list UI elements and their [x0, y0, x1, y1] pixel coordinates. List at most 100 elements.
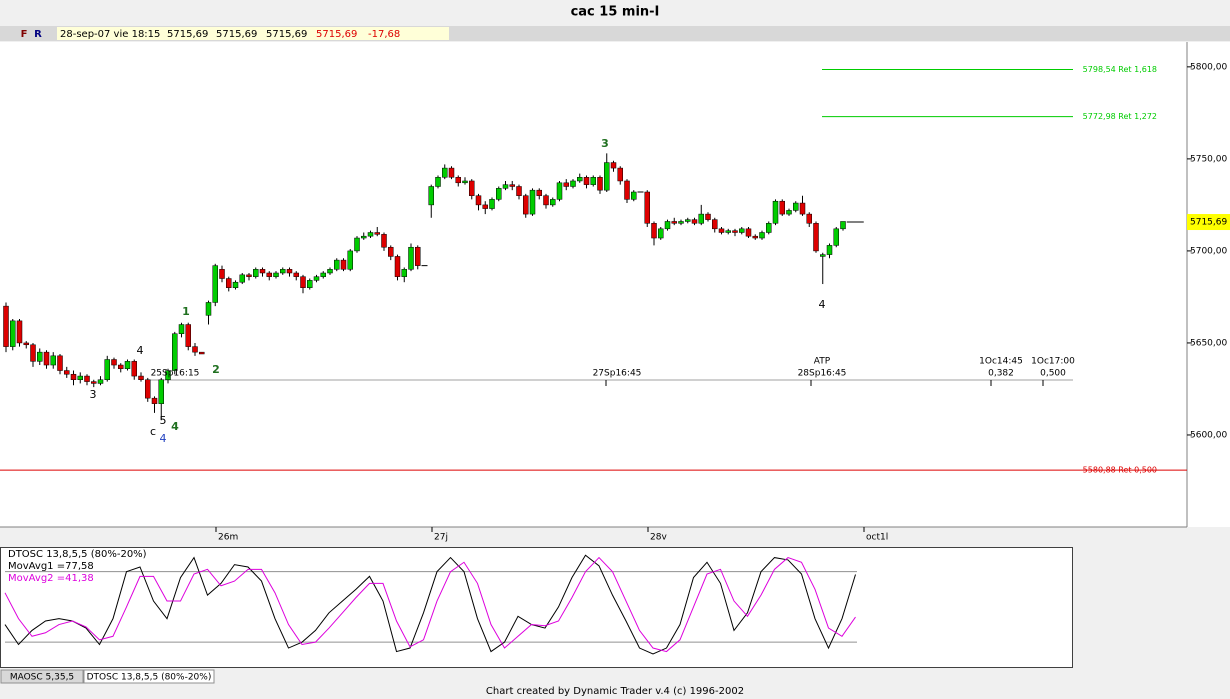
candle-body — [401, 269, 407, 277]
wave-label: c — [150, 425, 156, 438]
candle-body — [118, 364, 124, 369]
x-tick-label: oct1l — [866, 533, 888, 543]
candle-body — [698, 213, 704, 224]
info-date: 28-sep-07 vie 18:15 — [60, 29, 160, 40]
candle-body — [367, 232, 374, 237]
candle-body — [732, 230, 738, 233]
candle-body — [475, 195, 482, 206]
candle-body — [199, 351, 205, 355]
tab[interactable] — [0, 669, 84, 684]
candle-body — [604, 162, 610, 191]
candle-body — [691, 219, 698, 224]
candle-body — [759, 232, 765, 239]
time-marker-label: 27Sp16:45 — [593, 369, 642, 379]
candle-body — [354, 237, 360, 252]
candle-body — [246, 274, 252, 277]
candle-body — [597, 177, 603, 191]
candle-body — [293, 272, 299, 277]
candle-body — [84, 375, 90, 382]
r-button[interactable]: R — [34, 29, 42, 40]
candle-body — [259, 269, 266, 274]
candle-body — [347, 250, 353, 270]
candle-body — [462, 180, 468, 184]
candle-body — [766, 223, 772, 233]
candle-body — [752, 235, 758, 239]
time-marker-label: 25Sp16:15 — [151, 369, 200, 379]
candle-body — [50, 355, 56, 366]
candle-body — [37, 351, 43, 362]
candle-body — [205, 302, 212, 316]
candle-body — [340, 259, 347, 270]
candle-body — [455, 177, 461, 184]
wave-label: 4 — [160, 432, 167, 445]
candle-body — [300, 276, 306, 288]
candle-body — [394, 256, 401, 277]
info-high: 5715,69 — [216, 29, 257, 40]
candle-body — [327, 269, 333, 274]
candle-body — [712, 219, 718, 230]
candle-body — [806, 213, 812, 224]
candle-body — [685, 219, 691, 222]
wave-label: 1 — [182, 305, 190, 318]
candle-body — [529, 189, 536, 215]
window-title: cac 15 min-I — [571, 5, 660, 20]
footer: Chart created by Dynamic Trader v.4 (c) … — [486, 686, 744, 697]
info-low: 5715,69 — [266, 29, 307, 40]
candle-body — [43, 351, 50, 366]
candle-body — [772, 200, 779, 224]
info-open: 5715,69 — [167, 29, 208, 40]
candle-body — [489, 199, 495, 209]
y-tick-label: 5650,00 — [1190, 338, 1227, 348]
candle-body — [97, 379, 104, 384]
candle-body — [502, 184, 509, 189]
candle-body — [165, 370, 171, 381]
candle-body — [185, 324, 191, 347]
candle-body — [617, 167, 623, 182]
candle-body — [273, 272, 279, 277]
candle-body — [334, 259, 340, 270]
candle-body — [496, 188, 502, 200]
candle-body — [583, 177, 590, 185]
candle-body — [192, 346, 198, 353]
candle-body — [793, 202, 799, 211]
candle-body — [658, 228, 664, 239]
candle-body — [428, 186, 434, 206]
candle-body — [739, 228, 745, 233]
candle-body — [131, 361, 137, 377]
info-close: 5715,69 — [316, 29, 357, 40]
candle-body — [104, 359, 110, 381]
candle-body — [624, 180, 630, 200]
candle-body — [725, 230, 731, 233]
candle-body — [70, 373, 77, 381]
candle-body — [172, 333, 178, 371]
time-marker-label: ATP — [814, 357, 831, 367]
x-tick-label: 27j — [434, 533, 448, 543]
legend-entry: MovAvg2 =41,38 — [8, 573, 94, 584]
candle-body — [543, 195, 549, 206]
candle-body — [779, 200, 785, 215]
candle-body — [111, 359, 117, 366]
tab-label[interactable]: DTOSC 13,8,5,5 (80%-20%) — [87, 673, 212, 683]
oscillator-panel — [0, 547, 1073, 668]
candle-body — [631, 191, 637, 200]
y-tick-label: 5750,00 — [1190, 154, 1227, 164]
candle-body — [820, 254, 826, 257]
candle-body — [840, 221, 846, 230]
candle-body — [536, 189, 542, 196]
x-tick-label: 28v — [650, 533, 667, 543]
candle-body — [448, 167, 455, 178]
candle-body — [361, 235, 367, 239]
candle-body — [786, 210, 792, 215]
candle-body — [381, 234, 387, 248]
wave-label: 4 — [137, 344, 144, 357]
candle-body — [178, 324, 185, 334]
tab-label[interactable]: MAOSC 5,35,5 — [10, 673, 74, 683]
candle-body — [799, 202, 806, 215]
wave-label: 4 — [171, 420, 179, 433]
f-button[interactable]: F — [21, 29, 28, 40]
tab-active[interactable] — [83, 669, 215, 684]
candle-body — [678, 221, 684, 224]
candle-body — [320, 272, 326, 277]
candle-body — [745, 228, 752, 237]
candle-body — [253, 269, 259, 277]
